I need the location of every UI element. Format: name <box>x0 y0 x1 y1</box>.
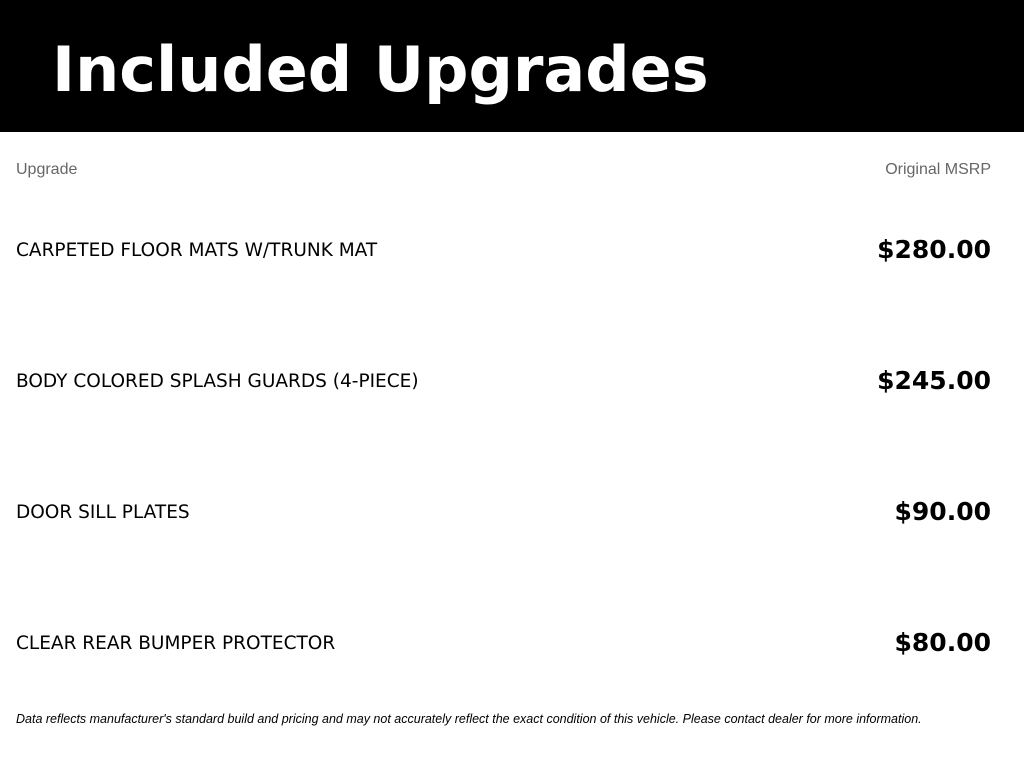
upgrade-name: CLEAR REAR BUMPER PROTECTOR <box>16 633 336 654</box>
upgrade-name: DOOR SILL PLATES <box>16 502 190 523</box>
column-header-upgrade: Upgrade <box>16 161 78 178</box>
upgrade-price: $245.00 <box>877 366 991 395</box>
column-header-msrp: Original MSRP <box>885 161 991 178</box>
upgrade-name: CARPETED FLOOR MATS W/TRUNK MAT <box>16 240 378 261</box>
upgrade-price: $90.00 <box>894 497 991 526</box>
page-title: Included Upgrades <box>52 33 709 106</box>
header-banner: Included Upgrades <box>0 0 1024 132</box>
upgrade-name: BODY COLORED SPLASH GUARDS (4-PIECE) <box>16 371 419 392</box>
disclaimer: Data reflects manufacturer's standard bu… <box>16 712 922 726</box>
upgrade-price: $280.00 <box>877 235 991 264</box>
upgrade-price: $80.00 <box>894 628 991 657</box>
